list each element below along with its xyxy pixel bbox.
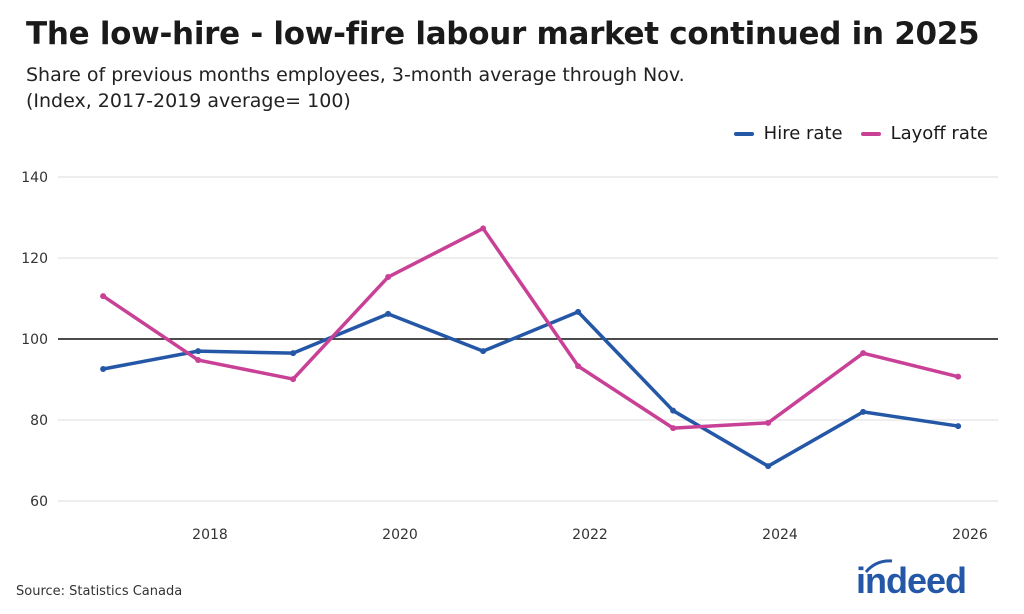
data-point-layoff [385,274,392,281]
chart-title: The low-hire - low-fire labour market co… [26,16,980,52]
legend-swatch-hire [733,131,754,136]
series-line-layoff [102,226,959,430]
data-point-hire [100,365,107,372]
x-tick-label: 2018 [192,527,228,543]
x-tick-label: 2022 [572,527,608,543]
data-point-layoff [955,373,962,380]
data-point-layoff [480,225,487,232]
data-point-hire [955,423,962,430]
logo-arc-icon [864,559,893,573]
source-note: Source: Statistics Canada [16,584,183,599]
data-point-hire [860,408,867,415]
data-point-hire [195,348,202,355]
data-point-layoff [100,293,107,300]
y-tick-label: 80 [30,413,48,429]
legend-swatch-layoff [860,131,881,136]
data-point-layoff [195,357,202,364]
indeed-logo: indeed [856,560,967,601]
legend: Hire rate Layoff rate [733,123,988,144]
y-tick-label: 140 [21,170,48,186]
data-point-hire [575,308,582,315]
chart-subtitle-line-1: Share of previous months employees, 3-mo… [26,64,685,86]
data-point-hire [670,407,677,414]
legend-label-layoff: Layoff rate [890,123,988,144]
data-point-layoff [765,419,772,426]
series-line-hire [102,310,959,468]
y-tick-label: 120 [21,251,48,267]
x-tick-label: 2020 [382,527,418,543]
data-point-hire [385,310,392,317]
legend-item-layoff: Layoff rate [860,123,988,144]
data-point-layoff [860,350,867,357]
data-point-layoff [290,376,297,383]
data-point-layoff [670,425,677,432]
chart-subtitle-line-2: (Index, 2017-2019 average= 100) [26,90,351,112]
y-tick-label: 100 [21,332,48,348]
x-tick-label: 2026 [952,527,988,543]
data-point-hire [765,463,772,470]
data-point-hire [480,348,487,355]
y-tick-label: 60 [30,494,48,510]
data-point-layoff [575,363,582,370]
data-point-hire [290,350,297,357]
legend-label-hire: Hire rate [763,123,843,144]
x-tick-label: 2024 [762,527,798,543]
legend-item-hire: Hire rate [733,123,843,144]
